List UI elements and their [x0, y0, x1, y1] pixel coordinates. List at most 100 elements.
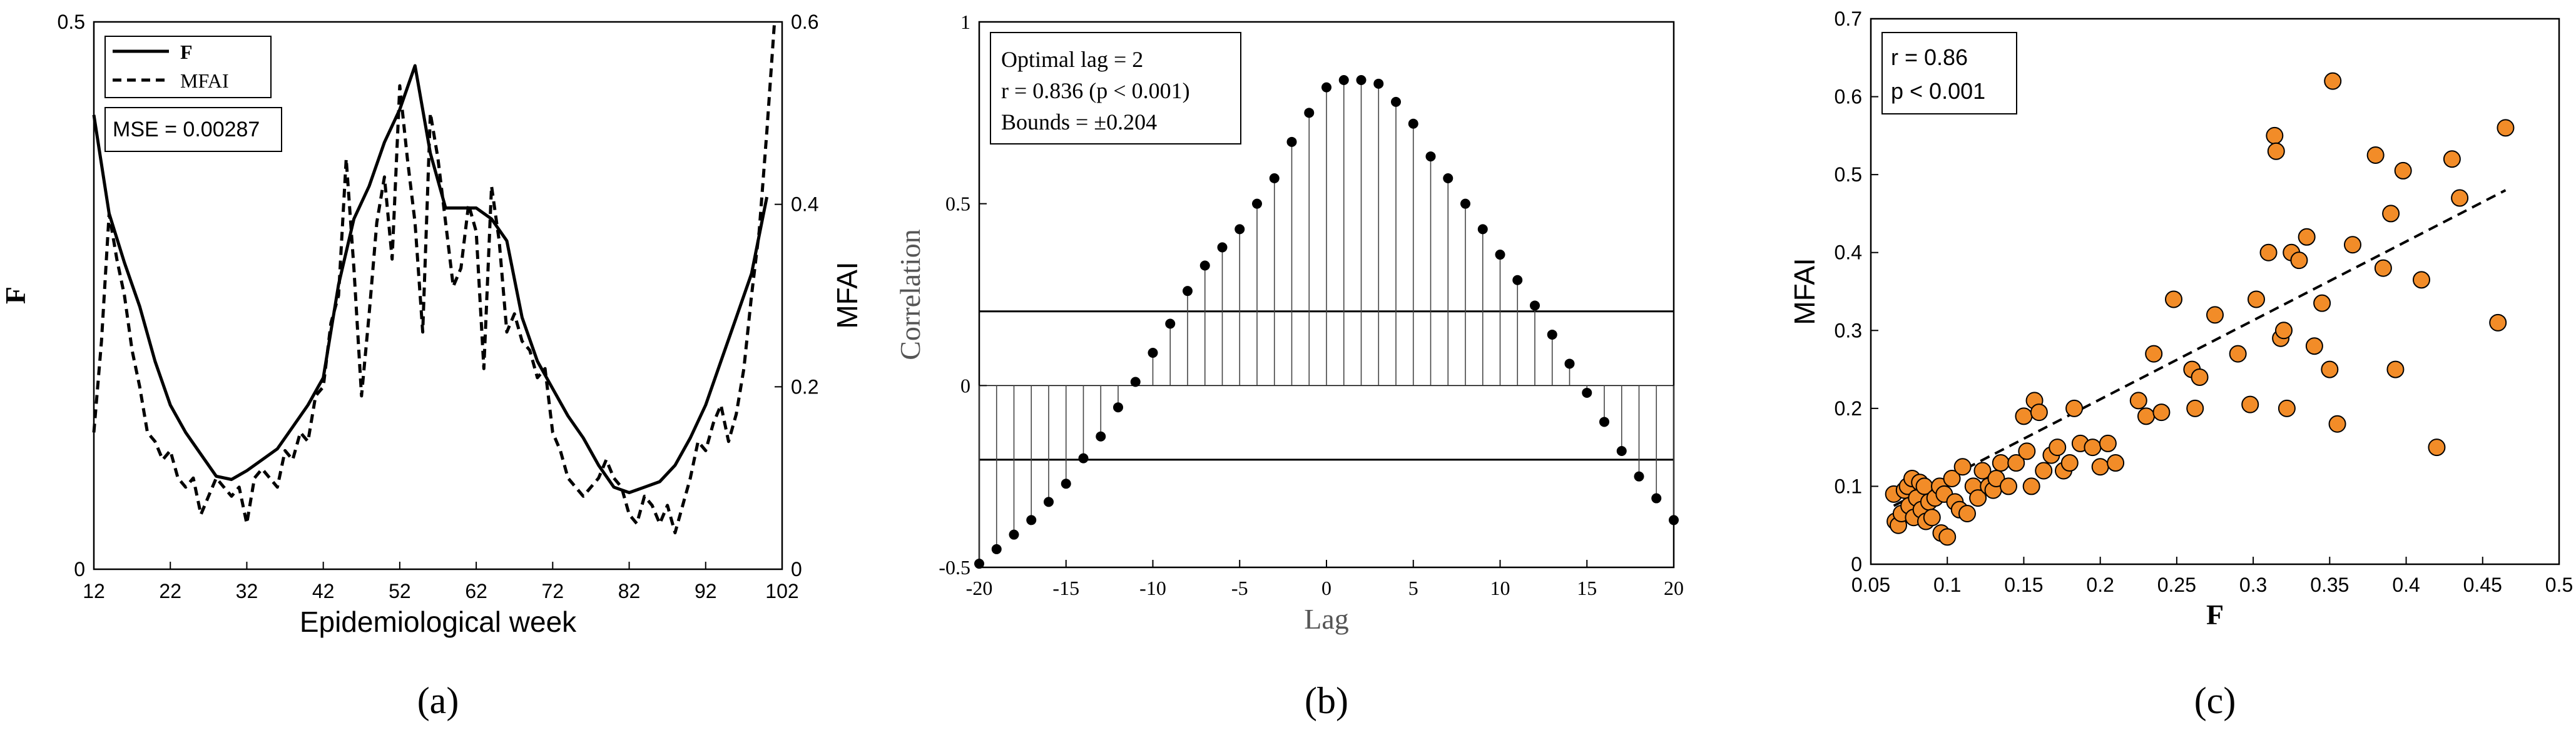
- panel-a-x-tick-label: 62: [465, 580, 487, 602]
- panel-b-x-tick-label: 15: [1577, 577, 1597, 599]
- panel-b-x-tick-label: -15: [1052, 577, 1079, 599]
- panel-b-stem-point: [1165, 318, 1176, 329]
- panel-b-stem-point: [1564, 358, 1575, 369]
- panel-c-scatter-point: [2165, 290, 2182, 308]
- panel-b-x-tick-label: -10: [1139, 577, 1166, 599]
- panel-c-scatter-point: [2248, 290, 2265, 308]
- panel-b-stem-point: [1286, 136, 1297, 147]
- panel-c-scatter-point: [2275, 322, 2293, 340]
- panel-a-right-y-ticks: 0 0.2 0.4 0.6: [775, 11, 818, 580]
- panel-b-x-ticks: -20 -15 -10 -5 0 5 10 15 20: [966, 560, 1684, 599]
- panel-a-legend-label-mfai: MFAI: [180, 69, 229, 92]
- panel-b-stem-point: [1391, 96, 1401, 107]
- panel-c-y-tick-label: 0.5: [1835, 163, 1862, 186]
- panel-c-y-tick-label: 0.6: [1835, 86, 1862, 108]
- panel-a-x-tick-label: 32: [236, 580, 258, 602]
- panel-b-x-tick-label: 10: [1490, 577, 1510, 599]
- panel-b-y-axis-label: Correlation: [894, 229, 926, 360]
- panel-c-scatter-point: [2328, 415, 2346, 433]
- panel-b-x-axis-label: Lag: [1304, 603, 1349, 635]
- panel-b-stem-point: [1199, 260, 1210, 271]
- panel-a-series: [92, 21, 776, 535]
- panel-b-stem-point: [1477, 224, 1488, 235]
- panel-c-scatter-point: [2060, 454, 2079, 472]
- panel-c-scatter-point: [2313, 294, 2331, 312]
- panel-a-annotation-box: [104, 107, 282, 152]
- panel-a-x-tick-label: 52: [389, 580, 411, 602]
- panel-c-points: [1885, 72, 2515, 546]
- panel-c-scatter-point: [1973, 462, 1992, 480]
- panel-c-x-tick-label: 0.25: [2157, 574, 2196, 596]
- panel-c-trendline: [1893, 189, 2507, 507]
- panel-b-stem-point: [1096, 431, 1106, 442]
- panel-a-x-tick-label: 92: [695, 580, 717, 602]
- panel-b-stem-point: [974, 559, 984, 569]
- panel-c-scatter-point: [2015, 407, 2033, 425]
- panel-c-annotation-line-2: p < 0.001: [1891, 78, 1985, 104]
- panel-a-right-y-tick-label: 0.4: [791, 193, 818, 216]
- panel-a-legend: F MFAI: [104, 36, 272, 98]
- panel-c-x-tick-label: 0.05: [1851, 574, 1890, 596]
- panel-b-stem-point: [1113, 402, 1123, 413]
- panel-c-scatter-point: [2152, 403, 2171, 422]
- panel-b-stem-point: [1599, 417, 1609, 427]
- panel-c-scatter-point: [2413, 271, 2430, 289]
- panel-c-scatter-point: [1943, 469, 1961, 487]
- panel-c-scatter-point: [2030, 403, 2048, 422]
- panel-a-left-y-axis-label: F: [0, 286, 31, 304]
- panel-b-annotation-line-2: r = 0.836 (p < 0.001): [1001, 78, 1190, 103]
- panel-c-scatter-point: [2099, 434, 2117, 452]
- panel-b-stem-point: [1443, 173, 1453, 183]
- panel-c-scatter-point: [2443, 150, 2461, 168]
- panel-b-stem-point: [1616, 445, 1627, 456]
- panel-c-scatter-point: [2386, 360, 2405, 378]
- panel-b-y-ticks: -0.5 0 0.5 1: [939, 11, 987, 579]
- panel-b-x-tick-label: -5: [1231, 577, 1248, 599]
- panel-b-stem-point: [1338, 75, 1349, 86]
- panel-b-annotation-line-1: Optimal lag = 2: [1001, 47, 1143, 72]
- panel-b-stem-point: [1582, 387, 1592, 398]
- panel-a-x-tick-label: 102: [765, 580, 798, 602]
- panel-c-scatter-point: [2382, 205, 2400, 223]
- panel-b-stem-point: [1512, 275, 1523, 285]
- panel-c: 0.05 0.1 0.15 0.2 0.25 0.3 0.35 0.4 0.45 0.5 0 0.1…: [1788, 8, 2573, 631]
- panel-b-stem-point: [1460, 198, 1470, 209]
- panel-b-stem-point: [1269, 173, 1280, 183]
- panel-a-right-y-axis-label: MFAI: [831, 261, 863, 328]
- panel-a-x-tick-label: 72: [542, 580, 564, 602]
- panel-c-scatter-point: [2091, 458, 2109, 476]
- panel-c-annotation-box: [1881, 32, 2017, 114]
- panel-a-left-y-ticks: 00.5: [58, 11, 101, 580]
- panel-b-y-tick-label: 1: [960, 11, 970, 33]
- panel-a-right-y-tick-label: 0: [791, 558, 802, 580]
- panel-b-stem-point: [1530, 300, 1540, 311]
- panel-c-y-tick-label: 0.7: [1835, 8, 1862, 30]
- panel-c-scatter-point: [1992, 454, 2010, 472]
- panel-a-x-tick-label: 82: [618, 580, 641, 602]
- panel-b-y-tick-label: 0.5: [945, 193, 970, 215]
- panel-c-scatter-point: [2394, 161, 2412, 180]
- panel-c-scatter-point: [2259, 243, 2278, 261]
- panel-c-scatter-point: [2278, 399, 2296, 417]
- panel-c-x-axis-label: F: [2206, 599, 2224, 631]
- panel-c-scatter-point: [2290, 251, 2308, 270]
- panel-b-stems: [974, 75, 1679, 569]
- panel-c-scatter-point: [2324, 72, 2342, 90]
- panel-c-scatter-point: [2374, 259, 2392, 277]
- panel-c-scatter-point: [2366, 146, 2385, 164]
- panel-c-x-tick-label: 0.4: [2392, 574, 2420, 596]
- panel-a-x-tick-label: 42: [312, 580, 335, 602]
- panel-c-x-tick-label: 0.1: [1933, 574, 1961, 596]
- panel-b-x-tick-label: 0: [1321, 577, 1331, 599]
- panel-b-x-tick-label: -20: [966, 577, 993, 599]
- panel-c-x-tick-label: 0.3: [2239, 574, 2267, 596]
- panel-c-scatter-point: [2266, 126, 2284, 144]
- panel-c-x-ticks: 0.05 0.1 0.15 0.2 0.25 0.3 0.35 0.4 0.45 0.5: [1851, 557, 2573, 596]
- panel-b-stem-point: [1373, 78, 1384, 89]
- panel-a-x-ticks: 12 22 32 42 52 62 72 82 92 102: [83, 562, 799, 602]
- panel-b: -20 -15 -10 -5 0 5 10 15 20 -0.5 0 0.5 1 Lag Correl…: [894, 11, 1684, 635]
- panel-c-y-tick-label: 0.4: [1835, 241, 1862, 264]
- panel-c-scatter-point: [2018, 442, 2036, 460]
- panel-c-scatter-point: [1953, 458, 1972, 476]
- panel-c-y-axis-label: MFAI: [1788, 258, 1821, 325]
